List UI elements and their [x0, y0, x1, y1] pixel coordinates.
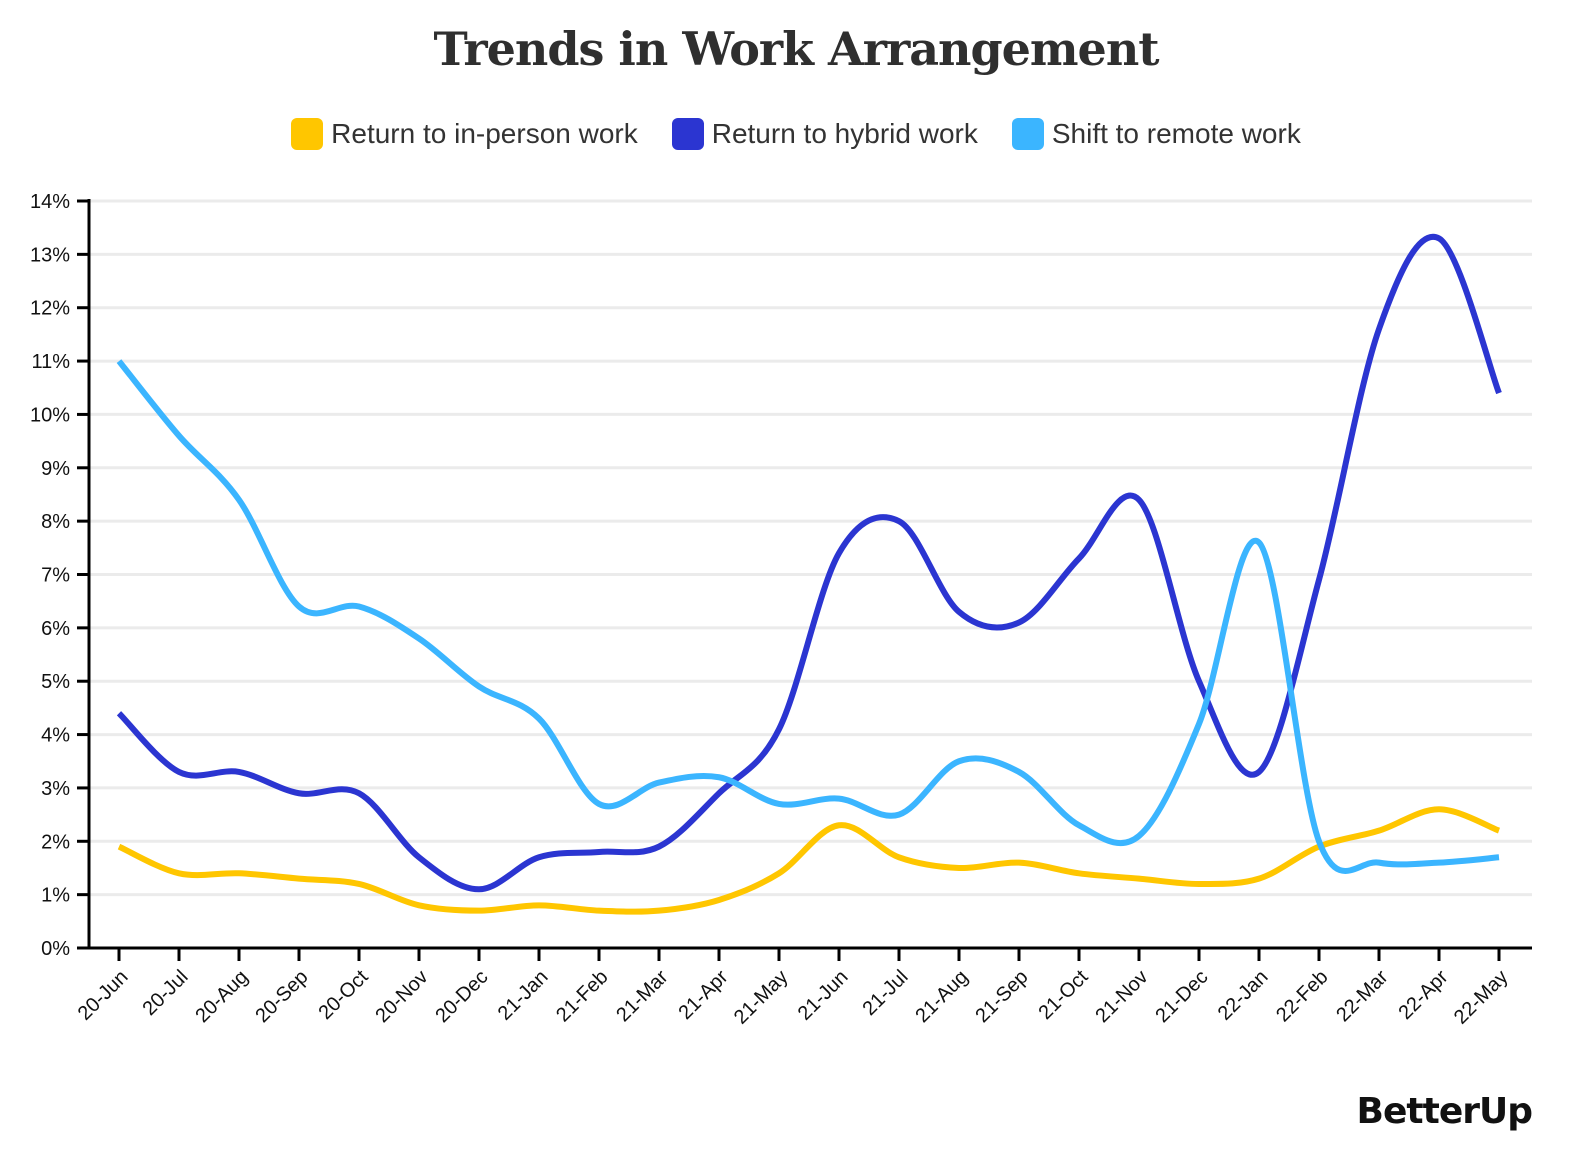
- data-series: [116, 233, 1502, 915]
- y-tick-label: 14%: [30, 191, 70, 213]
- y-tick-label: 11%: [31, 351, 70, 373]
- y-tick-label: 8%: [41, 511, 70, 533]
- y-tick-label: 12%: [30, 298, 70, 320]
- x-tick-label: 21-Jul: [858, 966, 912, 1020]
- x-tick-label: 21-Jun: [794, 966, 853, 1025]
- legend-label-hybrid: Return to hybrid work: [711, 118, 978, 149]
- y-axis: 0% 1% 2% 3% 4% 5% 6% 7% 8% 9% 10% 11% 12% 13% 14%: [30, 191, 91, 960]
- y-tick-label: 3%: [41, 778, 70, 800]
- y-tick-label: 0%: [41, 938, 70, 960]
- legend-item-hybrid[interactable]: Return to hybrid work: [671, 118, 978, 150]
- gridlines: [89, 199, 1532, 897]
- x-tick-label: 22-May: [1450, 966, 1513, 1029]
- legend-swatch-remote: [1011, 118, 1044, 150]
- x-tick-label: 20-Sep: [251, 966, 312, 1027]
- legend-label-remote: Shift to remote work: [1051, 118, 1301, 149]
- y-tick-label: 7%: [41, 565, 70, 587]
- legend-label-in-person: Return to in-person work: [331, 118, 638, 149]
- x-tick-label: 22-Mar: [1332, 966, 1393, 1027]
- x-tick-label: 22-Apr: [1395, 966, 1453, 1024]
- x-tick-label: 20-Jul: [138, 966, 192, 1020]
- y-tick-label: 5%: [41, 671, 70, 693]
- x-tick-label: 21-Aug: [911, 966, 972, 1027]
- x-tick-label: 21-Feb: [552, 966, 612, 1026]
- series-line-hybrid: [116, 233, 1502, 893]
- y-tick-label: 6%: [41, 618, 70, 640]
- x-tick-label: 20-Aug: [191, 966, 252, 1027]
- x-tick-label: 20-Jun: [74, 966, 133, 1025]
- x-tick-label: 21-Oct: [1035, 966, 1093, 1024]
- betterup-logo: BetterUp: [1356, 1091, 1533, 1132]
- x-tick-label: 22-Jan: [1214, 966, 1273, 1025]
- legend-item-remote[interactable]: Shift to remote work: [1011, 118, 1301, 150]
- legend-item-in-person[interactable]: Return to in-person work: [291, 118, 638, 150]
- y-tick-label: 2%: [41, 831, 70, 853]
- x-tick-label: 20-Dec: [431, 966, 492, 1027]
- y-tick-label: 9%: [41, 458, 70, 480]
- chart-title: Trends in Work Arrangement: [433, 22, 1159, 76]
- y-tick-label: 13%: [30, 244, 70, 266]
- x-tick-label: 22-Feb: [1272, 966, 1332, 1026]
- x-tick-label: 21-Dec: [1151, 966, 1212, 1027]
- x-tick-label: 21-Apr: [675, 966, 733, 1024]
- y-tick-label: 4%: [41, 725, 70, 747]
- series-line-in-person: [117, 806, 1501, 915]
- y-tick-label: 1%: [41, 885, 70, 907]
- x-tick-label: 20-Oct: [315, 966, 373, 1024]
- x-tick-label: 21-Sep: [971, 966, 1032, 1027]
- x-tick-label: 20-Nov: [371, 966, 432, 1027]
- series-line-remote: [116, 359, 1500, 874]
- chart-legend: Return to in-person work Return to hybri…: [0, 118, 1592, 150]
- legend-swatch-hybrid: [671, 118, 704, 150]
- x-tick-label: 21-Nov: [1091, 966, 1152, 1027]
- legend-swatch-in-person: [291, 118, 324, 150]
- x-tick-label: 21-Jan: [494, 966, 553, 1025]
- y-tick-label: 10%: [30, 404, 70, 426]
- x-tick-label: 21-Mar: [612, 966, 673, 1027]
- x-tick-label: 21-May: [730, 966, 793, 1029]
